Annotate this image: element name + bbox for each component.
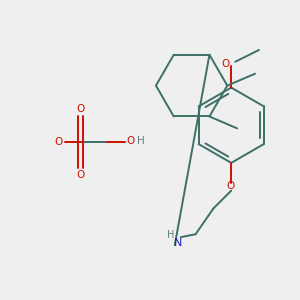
- Text: O: O: [226, 181, 234, 191]
- Text: H: H: [137, 136, 145, 146]
- Text: O: O: [55, 137, 63, 147]
- Text: H: H: [167, 230, 175, 240]
- Text: N: N: [174, 238, 182, 248]
- Text: O: O: [126, 136, 134, 146]
- Text: O: O: [221, 59, 230, 69]
- Text: O: O: [76, 170, 85, 180]
- Text: O: O: [76, 104, 85, 114]
